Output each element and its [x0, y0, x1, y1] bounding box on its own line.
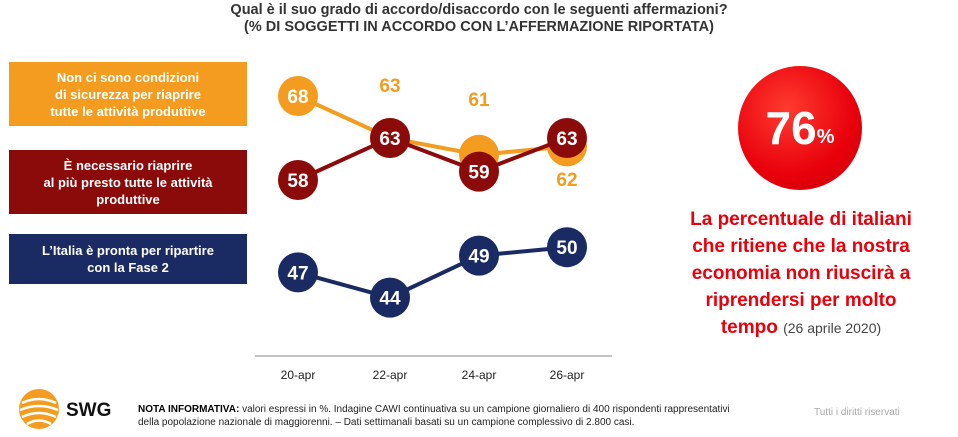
legend-orange-line-2: di sicurezza per riaprire: [55, 86, 201, 102]
note-line-1: valori espressi in %. Indagine CAWI cont…: [242, 404, 730, 415]
highlight-text-line-2: che ritiene che la nostra: [692, 236, 910, 257]
swg-logo-text: SWG: [66, 400, 112, 421]
highlight-text: La percentuale di italiani che ritiene c…: [660, 206, 942, 342]
data-point-red: [370, 118, 410, 158]
swg-logo-icon: [19, 389, 59, 429]
legend-red-line-2: al più presto tutte le attività: [43, 174, 213, 190]
highlight-text-line-4: riprendersi per molto: [705, 290, 897, 311]
data-label-blue: 50: [556, 238, 577, 259]
data-label-red: 63: [556, 129, 577, 150]
x-tick-label: 24-apr: [462, 368, 497, 382]
highlight-text-line-5: tempo: [720, 317, 778, 338]
data-point-red: [547, 118, 587, 158]
highlight-date: (26 aprile 2020): [783, 320, 882, 336]
data-point-red: [278, 160, 318, 200]
data-label-blue: 47: [287, 263, 308, 284]
highlight-text-line-3: economia non riuscirà a: [691, 263, 911, 284]
data-point-blue: [370, 277, 410, 318]
x-tick-label: 26-apr: [550, 368, 585, 382]
data-label-blue: 44: [379, 289, 401, 310]
data-point-red: [459, 151, 499, 192]
series-line-red: [297, 135, 568, 182]
note-line-2: della popolazione nazionale di maggioren…: [138, 417, 635, 428]
highlight-unit: %: [816, 125, 835, 148]
x-tick-label: 20-apr: [281, 368, 316, 382]
series-line-blue: [297, 245, 568, 300]
rights-text: Tutti i diritti riservati: [814, 407, 900, 418]
highlight-text-line-1: La percentuale di italiani: [690, 209, 912, 230]
x-tick-label: 22-apr: [373, 368, 408, 382]
highlight-circle: 76 %: [738, 66, 862, 190]
legend-red: È necessario riaprire al più presto tutt…: [9, 150, 247, 214]
legend-orange-line-1: Non ci sono condizioni: [56, 69, 200, 85]
data-label-red: 58: [287, 171, 308, 192]
data-label-red: 63: [379, 129, 400, 150]
legend-orange-line-3: tutte le attività produttive: [50, 103, 206, 119]
data-label-orange: 68: [287, 87, 308, 108]
data-label-red: 59: [468, 163, 489, 184]
highlight-value: 76: [765, 102, 817, 154]
note-label: NOTA INFORMATIVA:: [138, 404, 240, 415]
chart-title: Qual è il suo grado di accordo/disaccord…: [0, 2, 958, 36]
data-label-orange: 62: [556, 170, 577, 191]
title-line-1: Qual è il suo grado di accordo/disaccord…: [230, 2, 728, 18]
data-point-blue: [278, 252, 318, 293]
legend-red-line-3: produttive: [96, 191, 160, 207]
legend-blue-line-1: L’Italia è pronta per ripartire: [42, 243, 214, 258]
data-label-blue: 49: [468, 247, 489, 268]
legend-orange: Non ci sono condizioni di sicurezza per …: [9, 62, 247, 126]
data-point-blue: [459, 235, 499, 276]
legend-red-line-1: È necessario riaprire: [63, 157, 193, 173]
data-point-blue: [547, 227, 587, 268]
footnote: NOTA INFORMATIVA: valori espressi in %. …: [138, 403, 758, 429]
series-line-orange: [297, 94, 568, 157]
data-label-orange: 61: [468, 90, 490, 111]
data-point-orange: [278, 76, 318, 116]
legend-blue: L’Italia è pronta per ripartire con la F…: [9, 234, 247, 284]
legend-blue-line-2: con la Fase 2: [87, 260, 169, 275]
title-line-2: (% DI SOGGETTI IN ACCORDO CON L’AFFERMAZ…: [244, 19, 714, 35]
data-label-orange: 63: [379, 76, 400, 97]
